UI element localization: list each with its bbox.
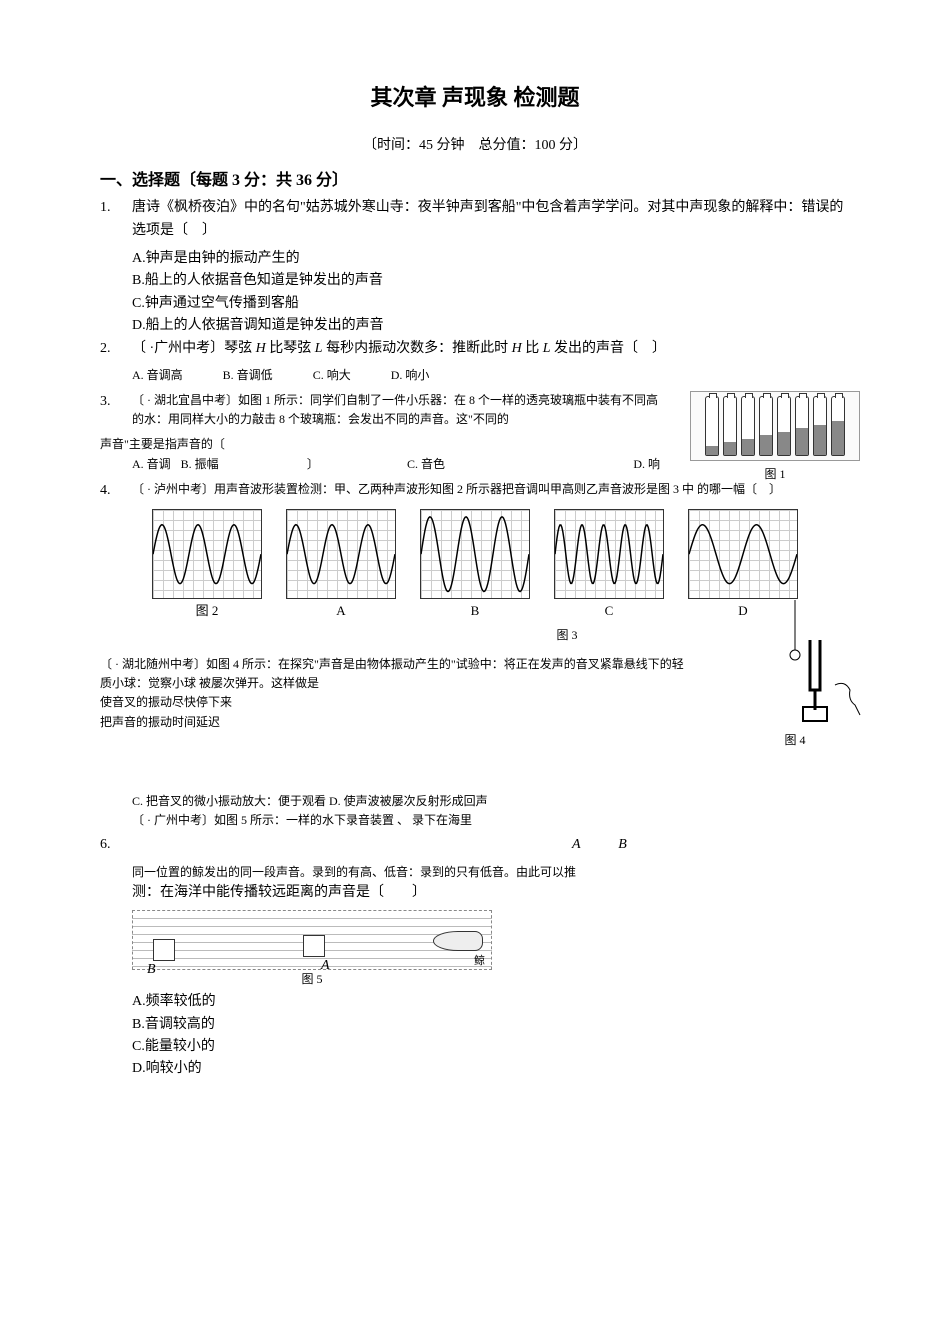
question-2: 2. 〔 ·广州中考〕琴弦 H 比琴弦 L 每秒内振动次数多：推断此时 H 比 …	[100, 338, 850, 360]
q1-option-c: C.钟声通过空气传播到客船	[100, 293, 850, 315]
q6-option-a: A.频率较低的	[132, 991, 850, 1013]
bottle-icon	[741, 396, 755, 456]
figure-4: 图 4	[720, 595, 870, 750]
q1-number: 1.	[100, 197, 111, 219]
q6-ab-labels: A B	[132, 837, 639, 852]
q2-option-d: D. 响小	[391, 366, 430, 385]
q6-options: A.频率较低的 B.音调较高的 C.能量较小的 D.响较小的	[100, 991, 850, 1081]
bottle-icon	[795, 396, 809, 456]
q2-option-c: C. 响大	[313, 366, 351, 385]
wave-a-svg	[287, 510, 395, 598]
label-a: A	[321, 955, 330, 977]
q4-stem: 〔 · 泸州中考〕用声音波形装置检测：甲、乙两种声波形知图 2 所示器把音调叫甲…	[132, 482, 781, 496]
bottle-icon	[759, 396, 773, 456]
q6-line-2: 测：在海洋中能传播较远距离的声音是〔 〕	[100, 882, 850, 904]
bottle-icon	[723, 396, 737, 456]
page-subtitle: 〔时间：45 分钟 总分值：100 分〕	[100, 135, 850, 157]
question-6: 6. A B	[100, 834, 850, 856]
figure-4-caption: 图 4	[720, 731, 870, 750]
figure-1: 图 1	[690, 391, 860, 484]
q2-stem-c: 每秒内振动次数多：推断此时	[323, 341, 512, 356]
q6-option-c: C.能量较小的	[132, 1036, 850, 1058]
wave-b-box: B	[420, 509, 530, 622]
question-5: 〔 · 湖北随州中考〕如图 4 所示：在探究"声音是由物体振动产生的"试验中：将…	[100, 655, 850, 811]
label-b: B	[147, 959, 156, 981]
question-3: 3. 〔 · 湖北宜昌中考〕如图 1 所示：同学们自制了一件小乐器：在 8 个一…	[100, 391, 850, 474]
q5-option-d: D. 使声波被屡次反射形成回声	[329, 794, 488, 808]
q2-option-a: A. 音调高	[132, 366, 183, 385]
tuning-fork-icon	[725, 595, 865, 725]
bottle-icon	[777, 396, 791, 456]
q2-options: A. 音调高 B. 音调低 C. 响大 D. 响小	[100, 366, 850, 385]
q3-options: A. 音调 B. 振幅 〕 C. 音色 D. 响	[100, 455, 660, 474]
wave-a-box: A	[286, 509, 396, 622]
question-4: 4. 〔 · 泸州中考〕用声音波形装置检测：甲、乙两种声波形知图 2 所示器把音…	[100, 480, 850, 499]
q1-option-b: B.船上的人依据音色知道是钟发出的声音	[100, 270, 850, 292]
bottle-icon	[705, 396, 719, 456]
figure-5-caption: 图 5	[132, 970, 492, 989]
q6-option-b: B.音调较高的	[132, 1014, 850, 1036]
fig3-caption: 图 3	[556, 626, 577, 645]
underwater-scene-icon: B A 鲸	[132, 910, 492, 970]
q6-intro: 〔 · 广州中考〕如图 5 所示：一样的水下录音装置 、 录下在海里	[100, 811, 850, 830]
bottle-icon	[831, 396, 845, 456]
q2-H1: H	[256, 341, 266, 356]
q3-option-d: D. 响	[633, 455, 660, 474]
q6-number: 6.	[100, 834, 111, 856]
q5-stem-3: 把声音的振动时间延迟	[100, 713, 690, 732]
recorder-b-icon	[153, 939, 175, 961]
q1-option-d: D.船上的人依据音调知道是钟发出的声音	[100, 315, 850, 337]
wave-c-label: C	[554, 601, 664, 622]
q5-stem-2: 使音叉的振动尽快停下来	[100, 693, 690, 712]
wave-c-svg	[555, 510, 663, 598]
q3-stem-1: 〔 · 湖北宜昌中考〕如图 1 所示：同学们自制了一件小乐器：在 8 个一样的透…	[132, 393, 658, 426]
bottle-icon	[813, 396, 827, 456]
q6-line-1: 同一位置的鲸发出的同一段声音。录到的有高、低音：录到的只有低音。由此可以推	[100, 863, 850, 882]
q5-option-c: C. 把音叉的微小振动放大：便于观看	[132, 794, 326, 808]
q5-stem-1: 〔 · 湖北随州中考〕如图 4 所示：在探究"声音是由物体振动产生的"试验中：将…	[100, 655, 690, 693]
q1-stem: 唐诗《枫桥夜泊》中的名句"姑苏城外寒山寺：夜半钟声到客船"中包含着声学学问。对其…	[132, 200, 843, 237]
q3-stem-3: 〕	[229, 455, 397, 474]
wave-b-svg	[421, 510, 529, 598]
wave-a-label: A	[286, 601, 396, 622]
figure-2: 图 2	[152, 509, 262, 622]
q3-stem-2: 声音"主要是指声音的〔	[100, 435, 660, 454]
q2-option-b: B. 音调低	[223, 366, 273, 385]
q2-L2: L	[543, 341, 551, 356]
figure-5: B A 鲸 图 5	[132, 910, 492, 989]
wave-b-label: B	[420, 601, 530, 622]
wave-c-box: C	[554, 509, 664, 622]
wave-fig2-svg	[153, 510, 261, 598]
wave-fig2	[152, 509, 262, 599]
q3-option-a: A. 音调	[132, 455, 171, 474]
label-whale: 鲸	[474, 953, 485, 971]
q2-stem-d: 比	[522, 341, 543, 356]
bottles-icon	[690, 391, 860, 461]
q3-option-c: C. 音色	[407, 455, 445, 474]
q3-option-b: B. 振幅	[181, 455, 219, 474]
section-1-header: 一、选择题〔每题 3 分：共 36 分〕	[100, 168, 850, 194]
q2-stem-a: 〔 ·广州中考〕琴弦	[132, 341, 256, 356]
q3-number: 3.	[100, 391, 111, 413]
q2-H2: H	[512, 341, 522, 356]
q4-number: 4.	[100, 480, 111, 502]
wave-d-svg	[689, 510, 797, 598]
q1-option-a: A.钟声是由钟的振动产生的	[100, 248, 850, 270]
q2-stem-b: 比琴弦	[266, 341, 315, 356]
q2-L1: L	[315, 341, 323, 356]
recorder-a-icon	[303, 935, 325, 957]
whale-icon	[433, 931, 483, 951]
fig2-caption: 图 2	[196, 603, 219, 618]
q2-stem-e: 发出的声音〔 〕	[551, 341, 667, 356]
q6-option-d: D.响较小的	[132, 1058, 850, 1080]
question-1: 1. 唐诗《枫桥夜泊》中的名句"姑苏城外寒山寺：夜半钟声到客船"中包含着声学学问…	[100, 197, 850, 242]
page-title: 其次章 声现象 检测题	[100, 80, 850, 115]
q2-number: 2.	[100, 338, 111, 360]
